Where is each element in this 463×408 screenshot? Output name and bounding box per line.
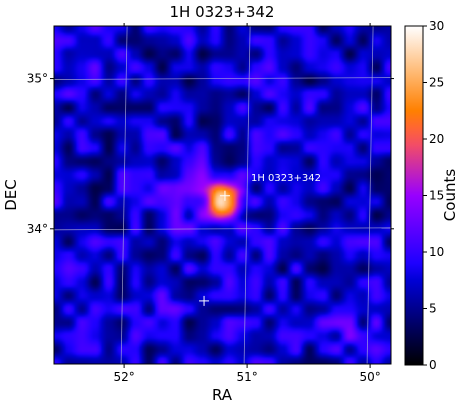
gridline-ra bbox=[120, 26, 128, 364]
gridline-dec bbox=[54, 227, 391, 231]
x-axis-ticks: 52° 51° 50° bbox=[113, 23, 381, 384]
colorbar-tick-label: 15 bbox=[429, 189, 444, 203]
colorbar-tick-label: 20 bbox=[429, 132, 444, 146]
colorbar-gradient bbox=[404, 25, 424, 366]
x-tick-label: 50° bbox=[359, 370, 380, 384]
y-axis-label: DEC bbox=[2, 179, 20, 211]
y-axis-ticks: 34° 35° bbox=[27, 72, 394, 236]
y-tick-label: 34° bbox=[27, 222, 48, 236]
source-marker bbox=[219, 190, 230, 201]
colorbar-tick-label: 10 bbox=[429, 245, 444, 259]
colorbar-tick-label: 0 bbox=[429, 358, 437, 372]
colorbar-tick-label: 30 bbox=[429, 19, 444, 33]
chart-title: 1H 0323+342 bbox=[170, 3, 275, 21]
plot-frame bbox=[53, 25, 392, 365]
colorbar-tick-label: 25 bbox=[429, 76, 444, 90]
source-marker bbox=[199, 295, 210, 306]
y-tick-label: 35° bbox=[27, 72, 48, 86]
counts-heatmap bbox=[54, 26, 391, 364]
colorbar-label: Counts bbox=[441, 169, 459, 222]
colorbar-tick-label: 5 bbox=[429, 302, 437, 316]
annotations: 1H 0323+342 bbox=[251, 173, 321, 184]
gridline-ra bbox=[243, 26, 251, 364]
gridline-ra bbox=[366, 26, 374, 364]
x-axis-label: RA bbox=[212, 386, 233, 404]
plot-area: 1H 0323+342 bbox=[54, 26, 391, 364]
colorbar: 0 5 10 15 20 25 30 Counts bbox=[404, 19, 459, 372]
gridline-dec bbox=[54, 77, 391, 80]
x-tick-label: 51° bbox=[236, 370, 257, 384]
source-annotation: 1H 0323+342 bbox=[251, 173, 321, 184]
colorbar-ticks: 0 5 10 15 20 25 30 bbox=[423, 19, 444, 372]
source-markers bbox=[199, 190, 230, 306]
grid-lines bbox=[54, 26, 391, 364]
x-tick-label: 52° bbox=[113, 370, 134, 384]
